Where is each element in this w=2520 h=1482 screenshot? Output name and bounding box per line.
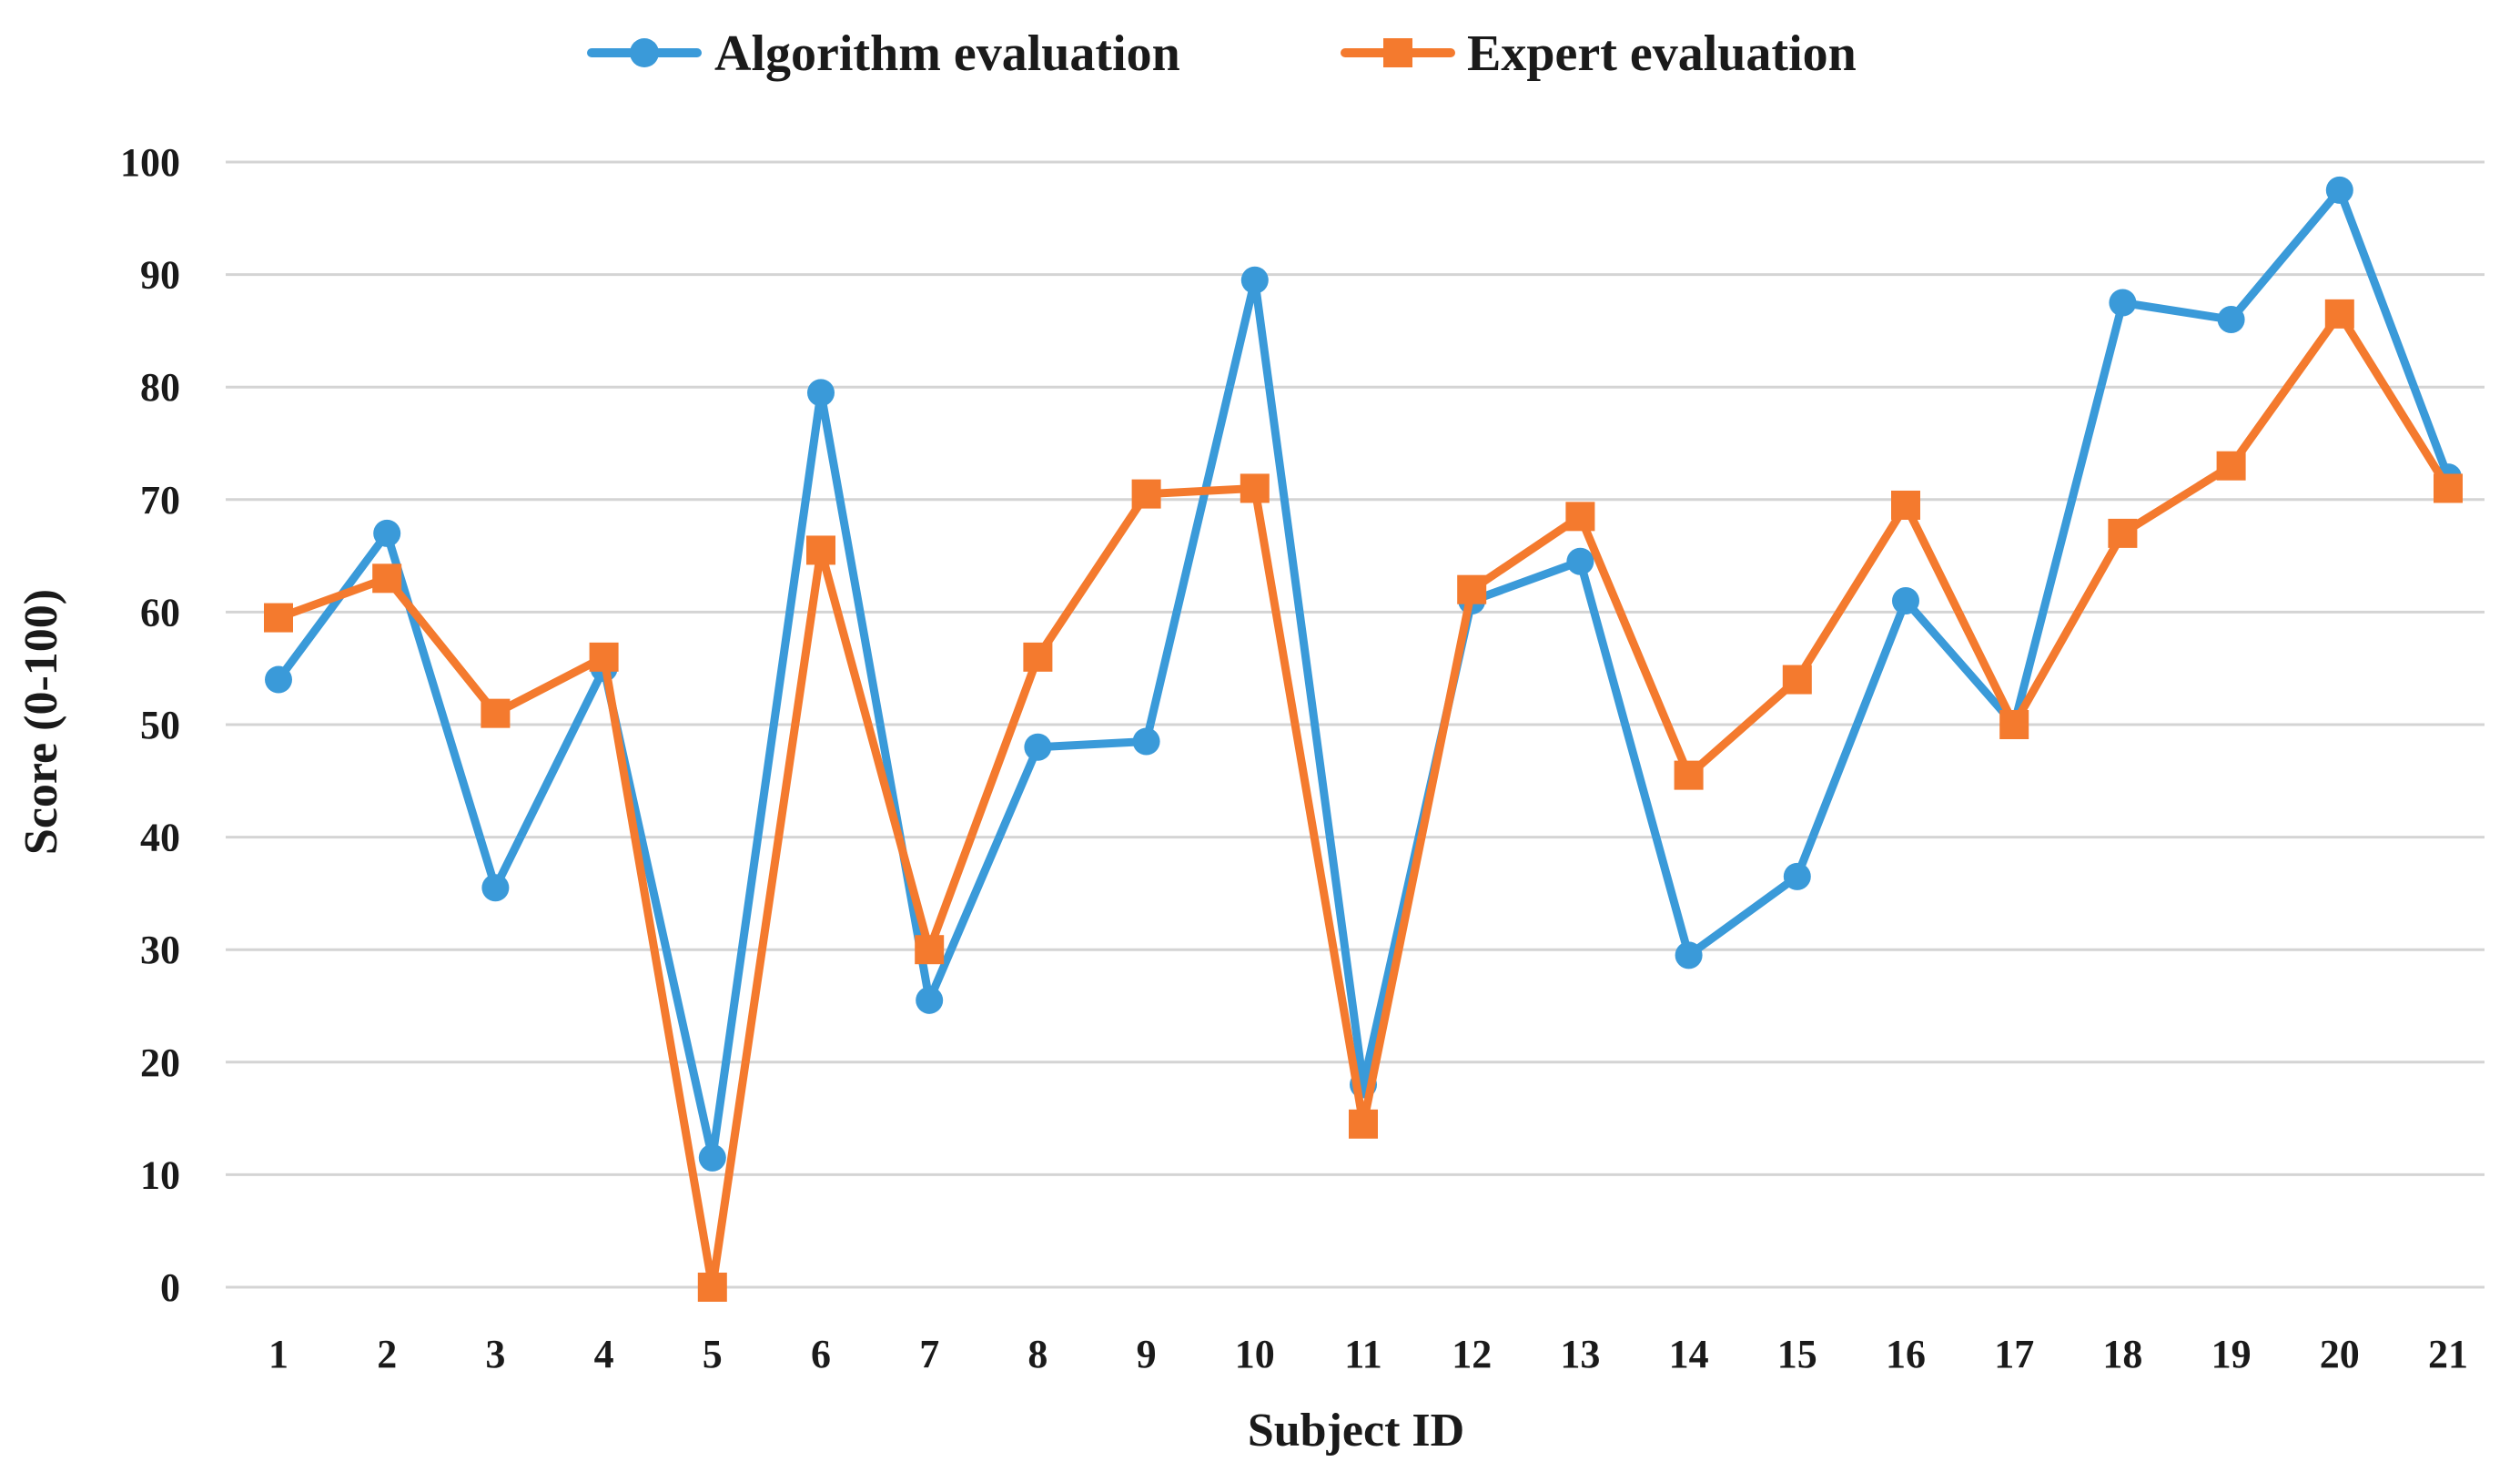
data-point	[1892, 587, 1919, 615]
data-point	[698, 1143, 726, 1172]
data-point	[1891, 490, 1920, 520]
data-point	[373, 519, 401, 547]
series-1	[265, 176, 2462, 1172]
data-point	[697, 1273, 727, 1302]
data-point	[1566, 547, 1594, 575]
data-point	[1132, 727, 1160, 756]
data-point	[1565, 502, 1595, 532]
x-tick-label: 5	[703, 1332, 723, 1376]
data-point	[1999, 710, 2029, 739]
data-point	[481, 874, 510, 902]
y-tick-label: 100	[120, 140, 180, 185]
data-point	[806, 535, 835, 565]
data-point	[2109, 289, 2137, 317]
data-point	[1131, 479, 1161, 509]
y-axis-ticks: 0 10 20 30 40 50 60 70 80 90 100	[120, 140, 180, 1310]
legend-label: Algorithm evaluation	[714, 25, 1180, 82]
data-point	[1024, 733, 1052, 761]
legend-marker	[1383, 38, 1412, 67]
data-point	[1349, 1109, 1378, 1139]
x-axis-ticks: 1 2 3 4 5 6 7 8 9 10 11 12 13 14 15 16 17 18 19 20 21	[268, 1332, 2468, 1376]
y-tick-label: 40	[140, 816, 180, 860]
x-tick-label: 6	[811, 1332, 831, 1376]
x-tick-label: 7	[919, 1332, 939, 1376]
x-tick-label: 13	[1560, 1332, 1600, 1376]
data-point	[1675, 941, 1703, 969]
data-point	[916, 986, 944, 1014]
y-tick-label: 0	[160, 1265, 180, 1310]
y-tick-label: 60	[140, 590, 180, 634]
x-tick-label: 2	[377, 1332, 397, 1376]
x-tick-label: 8	[1027, 1332, 1047, 1376]
data-point	[1240, 473, 1270, 503]
data-point	[915, 935, 945, 965]
data-point	[2434, 473, 2463, 503]
data-point	[264, 603, 293, 633]
series-line	[274, 310, 2453, 1292]
data-point	[589, 642, 619, 672]
x-tick-label: 15	[1777, 1332, 1817, 1376]
data-point	[1457, 574, 1487, 604]
data-point	[2325, 176, 2353, 204]
x-tick-label: 18	[2102, 1332, 2142, 1376]
data-point	[1240, 266, 1269, 294]
series-2	[264, 299, 2463, 1302]
data-point	[1783, 862, 1811, 890]
x-tick-label: 14	[1669, 1332, 1709, 1376]
x-tick-label: 12	[1452, 1332, 1492, 1376]
x-tick-label: 1	[268, 1332, 288, 1376]
x-tick-label: 19	[2211, 1332, 2252, 1376]
x-tick-label: 17	[1994, 1332, 2034, 1376]
data-point	[372, 563, 402, 594]
x-tick-label: 11	[1344, 1332, 1382, 1376]
y-tick-label: 70	[140, 478, 180, 523]
x-tick-label: 3	[485, 1332, 505, 1376]
x-tick-label: 16	[1886, 1332, 1926, 1376]
y-tick-label: 80	[140, 365, 180, 410]
data-point	[1674, 760, 1704, 790]
x-tick-label: 21	[2428, 1332, 2468, 1376]
x-tick-label: 10	[1235, 1332, 1275, 1376]
data-point	[1023, 642, 1053, 672]
y-tick-label: 50	[140, 703, 180, 747]
series-group	[264, 176, 2463, 1302]
x-axis-title: Subject ID	[1248, 1405, 1464, 1457]
x-tick-label: 20	[2320, 1332, 2360, 1376]
data-point	[481, 698, 511, 728]
y-axis-title: Score (0-100)	[15, 589, 67, 855]
legend-label: Expert evaluation	[1467, 25, 1857, 82]
data-point	[2324, 299, 2354, 329]
data-point	[2216, 451, 2246, 481]
data-point	[2108, 518, 2138, 548]
data-point	[1782, 665, 1812, 695]
data-point	[807, 379, 835, 407]
y-tick-label: 90	[140, 253, 180, 298]
data-point	[265, 665, 292, 694]
data-point	[2217, 306, 2245, 334]
y-tick-label: 20	[140, 1040, 180, 1085]
x-tick-label: 9	[1137, 1332, 1157, 1376]
legend: Algorithm evaluation Expert evaluation	[587, 25, 1857, 82]
legend-marker	[630, 38, 659, 67]
y-tick-label: 10	[140, 1152, 180, 1197]
x-tick-label: 4	[594, 1332, 614, 1376]
y-tick-label: 30	[140, 928, 180, 972]
